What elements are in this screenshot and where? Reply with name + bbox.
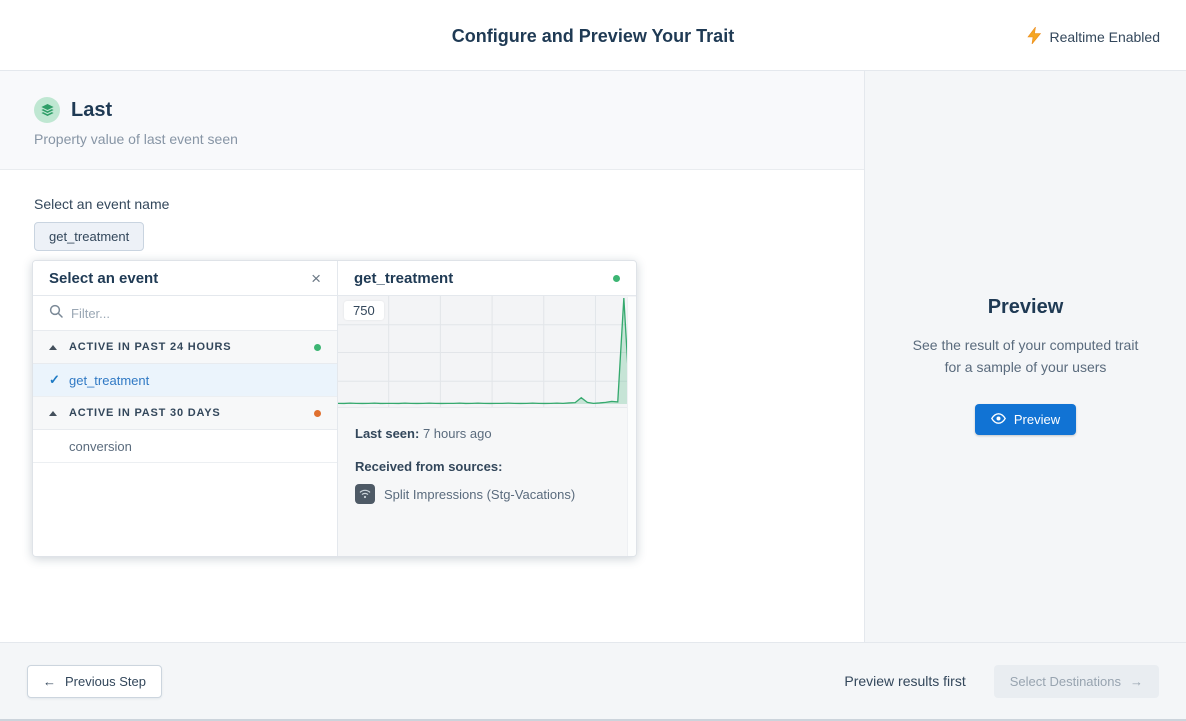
event-item-label: conversion: [69, 438, 132, 454]
configure-panel: Last Property value of last event seen S…: [0, 71, 864, 642]
event-list-pane: Select an event × ACTIVE IN PAST 24 HOUR…: [33, 261, 337, 556]
select-destinations-label: Select Destinations: [1009, 673, 1121, 689]
preview-title: Preview: [987, 296, 1064, 318]
collapse-triangle-icon: [49, 344, 57, 350]
eye-icon: [990, 412, 1006, 427]
group-header-past-30-days[interactable]: ACTIVE IN PAST 30 DAYS: [33, 397, 337, 430]
previous-step-button[interactable]: ← Previous Step: [27, 664, 162, 698]
arrow-left-icon: ←: [43, 673, 56, 689]
page-title: Configure and Preview Your Trait: [451, 26, 735, 46]
close-icon[interactable]: ×: [311, 268, 321, 288]
group-header-past-24-hours[interactable]: ACTIVE IN PAST 24 HOURS: [33, 331, 337, 364]
collapse-triangle-icon: [49, 410, 57, 416]
y-axis-max-label: 750: [344, 301, 384, 320]
lightning-bolt-icon: [1027, 26, 1042, 47]
source-name: Split Impressions (Stg-Vacations): [384, 486, 576, 502]
trait-header: Last Property value of last event seen: [0, 71, 864, 170]
arrow-right-icon: →: [1130, 673, 1143, 689]
preview-button-label: Preview: [1013, 412, 1061, 427]
event-active-dot: [613, 274, 620, 282]
event-detail-pane: get_treatment: [337, 261, 636, 556]
trait-description: Property value of last event seen: [34, 131, 238, 147]
layers-icon: [34, 97, 60, 123]
search-icon: [49, 304, 63, 323]
footer-bar: ← Previous Step Preview results first Se…: [0, 642, 1186, 721]
green-status-dot: [314, 343, 321, 351]
filter-row: [33, 296, 337, 331]
preview-results-hint: Preview results first: [844, 673, 966, 689]
event-item-get-treatment[interactable]: ✓ get_treatment: [33, 364, 337, 397]
popover-title: Select an event: [49, 269, 159, 287]
last-seen-value: 7 hours ago: [422, 426, 492, 441]
preview-description-line2: for a sample of your users: [944, 359, 1107, 375]
event-item-label: get_treatment: [69, 372, 150, 388]
filter-input[interactable]: [71, 305, 321, 321]
app-header: Configure and Preview Your Trait Realtim…: [0, 0, 1186, 71]
preview-description-line1: See the result of your computed trait: [912, 337, 1139, 353]
realtime-label: Realtime Enabled: [1049, 29, 1160, 45]
select-destinations-button[interactable]: Select Destinations →: [993, 664, 1159, 698]
event-detail-info: Last seen: 7 hours ago Received from sou…: [338, 408, 636, 522]
event-name-label: Select an event name: [34, 196, 170, 212]
source-row: Split Impressions (Stg-Vacations): [355, 484, 619, 504]
configure-content: Select an event name get_treatment Selec…: [0, 170, 864, 642]
detail-event-title: get_treatment: [354, 269, 454, 287]
event-select-popover: Select an event × ACTIVE IN PAST 24 HOUR…: [32, 260, 637, 557]
main-row: Last Property value of last event seen S…: [0, 71, 1186, 642]
check-icon: ✓: [49, 372, 60, 387]
sources-label: Received from sources:: [355, 459, 503, 474]
selected-event-chip[interactable]: get_treatment: [34, 222, 145, 251]
detail-scrollbar[interactable]: [627, 297, 636, 556]
previous-step-label: Previous Step: [65, 673, 146, 689]
preview-sidebar: Preview See the result of your computed …: [864, 71, 1186, 642]
event-item-conversion[interactable]: conversion: [33, 430, 337, 463]
event-volume-chart: 750: [338, 296, 636, 408]
realtime-status: Realtime Enabled: [1027, 26, 1160, 47]
trait-name: Last: [71, 98, 113, 121]
last-seen-label: Last seen:: [355, 426, 420, 441]
preview-button[interactable]: Preview: [974, 404, 1077, 435]
source-wifi-icon: [355, 484, 375, 504]
orange-status-dot: [314, 409, 321, 417]
